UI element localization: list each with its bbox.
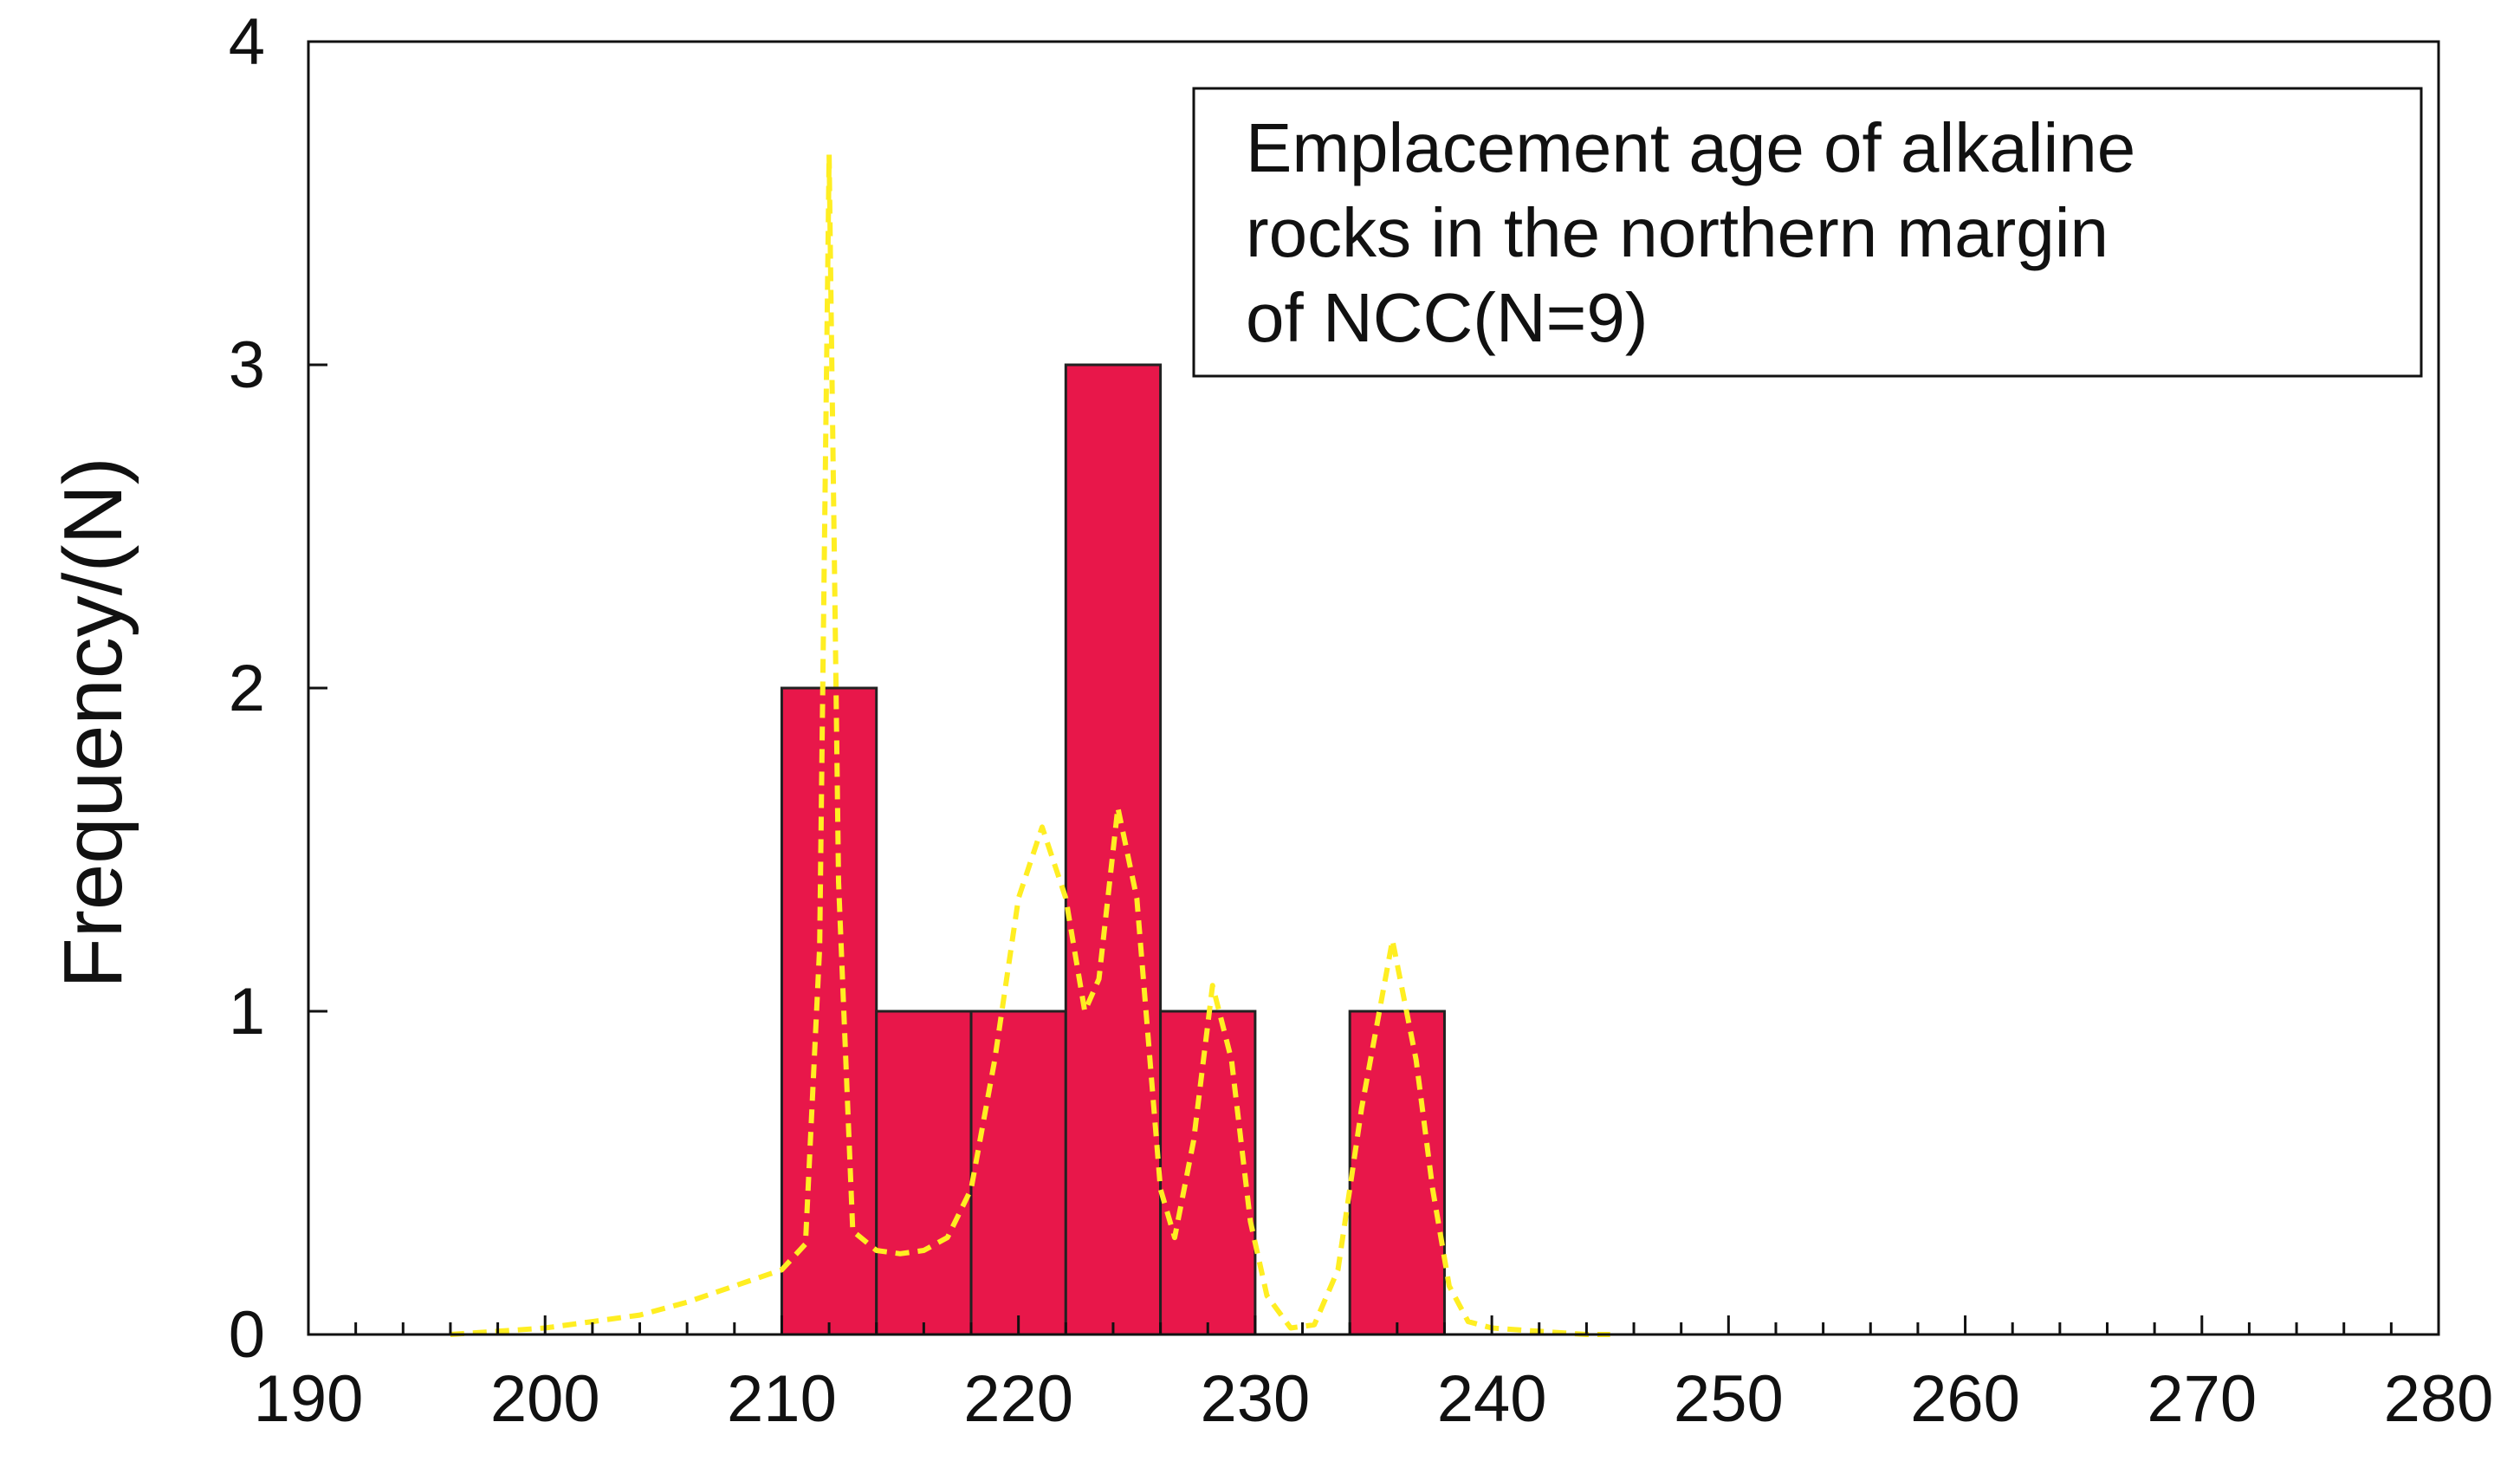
x-tick-label: 240	[1437, 1362, 1547, 1436]
x-tick-label: 230	[1200, 1362, 1310, 1436]
histogram-bar-210-214	[780, 686, 878, 1336]
y-tick-label: 1	[229, 975, 265, 1049]
legend-text-line-1: Emplacement age of alkaline	[1246, 109, 2135, 186]
curve-layer	[450, 152, 1610, 1337]
y-tick-label: 2	[229, 652, 265, 725]
y-axis-title: Frequency/(N)	[47, 457, 139, 989]
histogram-bar-218-222	[969, 1010, 1067, 1336]
x-tick-label: 270	[2147, 1362, 2257, 1436]
x-tick-label: 280	[2384, 1362, 2494, 1436]
y-axis-ticks: 0 1 2 3 4	[229, 5, 327, 1372]
legend-text-line-3: of NCC(N=9)	[1246, 279, 1649, 356]
x-tick-label: 220	[963, 1362, 1073, 1436]
histogram-bar-226-230	[1159, 1010, 1257, 1336]
histogram-bar-214-218	[875, 1010, 973, 1336]
legend-frame	[1192, 87, 2423, 378]
y-tick-label: 0	[229, 1298, 265, 1372]
x-tick-label: 200	[490, 1362, 600, 1436]
x-tick-label: 190	[254, 1362, 364, 1436]
y-tick-label: 3	[229, 328, 265, 402]
x-tick-label: 210	[727, 1362, 837, 1436]
x-tick-label: 250	[1674, 1362, 1784, 1436]
legend-text-line-2: rocks in the northern margin	[1246, 194, 2109, 271]
density-curve	[450, 152, 1610, 1337]
x-axis-ticks: 190 200 210 220 230 240 250 260 270 280	[254, 1315, 2494, 1436]
x-tick-label: 260	[1910, 1362, 2020, 1436]
legend-box: Emplacement age of alkaline rocks in the…	[1192, 87, 2423, 378]
y-tick-label: 4	[229, 5, 265, 79]
bars-layer	[780, 363, 1446, 1336]
